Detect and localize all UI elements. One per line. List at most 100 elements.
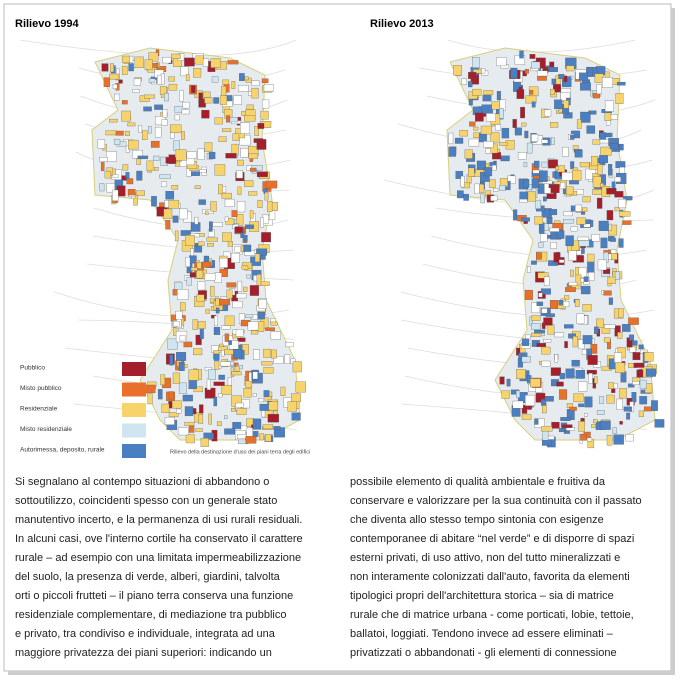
building: [112, 174, 119, 178]
legend-label: Autorimessa, deposito, rurale: [20, 447, 105, 454]
legend-label: Residenziale: [20, 406, 58, 413]
building: [256, 274, 262, 286]
building: [251, 165, 263, 171]
building: [261, 232, 271, 243]
building: [184, 406, 194, 417]
building: [190, 267, 198, 271]
building: [198, 199, 206, 205]
building: [523, 162, 528, 168]
building: [554, 354, 559, 363]
building: [527, 191, 536, 202]
building: [645, 368, 656, 377]
building: [549, 209, 558, 216]
building: [479, 184, 485, 194]
building: [468, 72, 477, 79]
building: [110, 63, 114, 73]
building: [638, 410, 644, 417]
building: [169, 354, 174, 366]
building: [291, 393, 301, 402]
building: [614, 271, 620, 280]
building: [188, 369, 199, 381]
building: [265, 180, 278, 189]
text-line: e privato, tra condiviso e individuale, …: [15, 628, 276, 640]
building: [521, 217, 530, 222]
building: [271, 349, 277, 359]
building: [260, 110, 269, 120]
building: [210, 58, 221, 68]
building: [194, 216, 199, 225]
building: [148, 126, 152, 134]
building: [191, 171, 200, 176]
building: [528, 86, 539, 97]
building: [559, 372, 565, 380]
building: [587, 262, 595, 273]
building: [136, 190, 145, 196]
legend-swatch: [122, 403, 146, 417]
building: [256, 139, 267, 150]
building: [204, 97, 213, 104]
building: [588, 373, 593, 384]
building: [550, 367, 561, 376]
building: [176, 408, 182, 414]
building: [148, 52, 159, 62]
building: [629, 334, 634, 341]
building: [628, 317, 639, 325]
building: [524, 69, 529, 74]
building: [198, 92, 203, 104]
building: [558, 300, 563, 306]
building: [167, 338, 178, 350]
building: [517, 358, 523, 368]
building: [216, 421, 222, 426]
building: [136, 170, 143, 181]
legend-swatch: [122, 444, 146, 458]
building: [531, 332, 542, 337]
building: [121, 100, 128, 105]
building: [219, 298, 231, 306]
building: [564, 324, 574, 329]
building: [163, 208, 173, 219]
building: [221, 85, 227, 97]
building: [562, 424, 573, 428]
building: [232, 133, 240, 141]
building: [164, 92, 169, 102]
building: [639, 379, 647, 389]
building: [260, 281, 270, 286]
building: [608, 297, 613, 305]
building: [578, 339, 585, 350]
building: [226, 282, 237, 288]
building: [218, 136, 227, 142]
building: [603, 268, 611, 274]
page-shadow: [8, 671, 675, 675]
building: [566, 65, 575, 72]
building: [287, 401, 297, 412]
building: [608, 224, 618, 236]
building: [588, 272, 595, 281]
building: [600, 183, 604, 188]
building: [591, 234, 600, 242]
building: [632, 352, 641, 361]
building: [235, 329, 244, 337]
building: [568, 281, 578, 286]
building: [555, 166, 559, 170]
building: [265, 327, 275, 331]
building: [168, 76, 175, 82]
building: [541, 399, 546, 406]
building: [209, 221, 213, 232]
building: [448, 132, 454, 145]
building: [537, 76, 547, 81]
building: [604, 100, 614, 112]
building: [185, 257, 191, 267]
building: [531, 61, 541, 69]
building: [184, 57, 195, 67]
building: [510, 67, 518, 79]
building: [598, 155, 608, 163]
building: [491, 164, 497, 171]
building: [193, 68, 202, 78]
building: [490, 195, 498, 202]
legend-label: Pubblico: [20, 365, 45, 372]
building: [571, 359, 580, 367]
building: [611, 388, 616, 393]
building: [473, 126, 479, 131]
building: [150, 140, 160, 148]
building: [179, 208, 188, 220]
